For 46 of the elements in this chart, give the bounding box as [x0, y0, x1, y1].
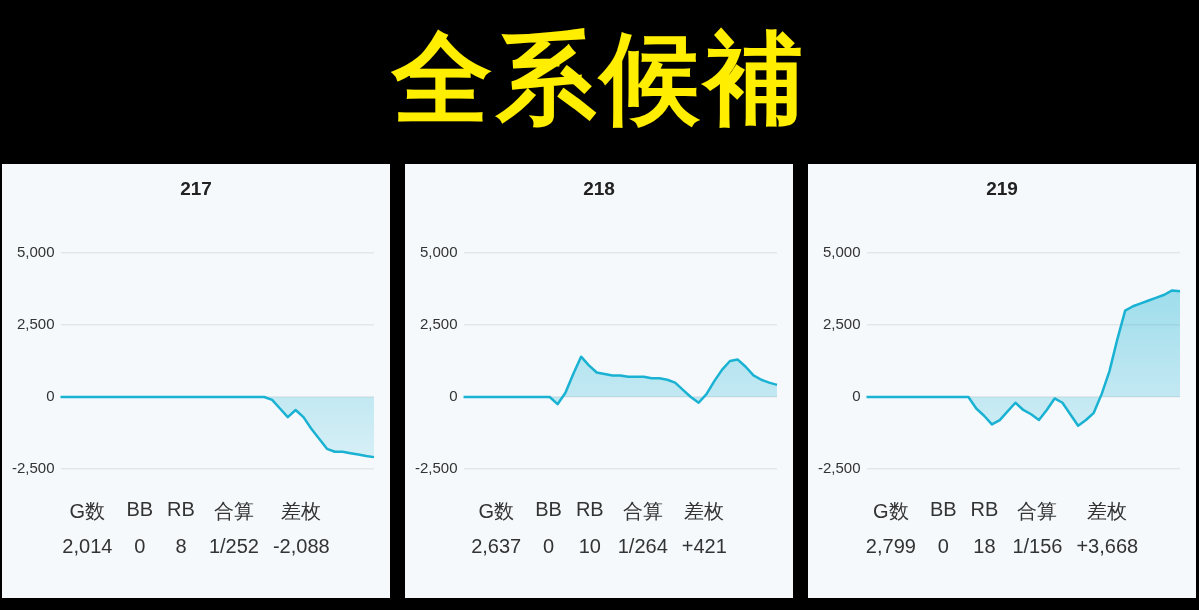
chart-title: 218	[582, 178, 616, 200]
text: 合算	[1016, 499, 1059, 524]
text: 0	[542, 535, 556, 558]
text: G数	[477, 499, 515, 524]
text: +3,668	[1076, 535, 1139, 558]
text: 2,799	[865, 535, 916, 558]
text: RB	[970, 498, 999, 522]
text: 8	[174, 535, 188, 558]
text: 2,014	[62, 535, 113, 558]
text: BB	[126, 498, 154, 522]
y-tick-label: 2,500	[822, 315, 861, 333]
text: G数	[872, 499, 910, 524]
text: BB	[535, 498, 562, 522]
text: 差枚	[683, 499, 726, 524]
text: 10	[577, 535, 602, 558]
text: 0	[936, 535, 950, 558]
text: 差枚	[280, 499, 323, 524]
text: 合算	[212, 499, 255, 524]
text: 1/264	[617, 535, 668, 558]
text: RB	[167, 498, 195, 522]
chart-title: 219	[985, 178, 1019, 200]
text: 18	[972, 535, 997, 558]
text: 合算	[621, 499, 664, 524]
y-tick-label: 5,000	[16, 243, 55, 261]
text: 2,637	[471, 535, 522, 558]
text: 1/252	[208, 535, 259, 558]
text: 全系候補	[391, 18, 808, 139]
text: BB	[929, 498, 957, 522]
y-tick-label: -2,500	[11, 459, 55, 477]
chart-title: 217	[179, 178, 213, 200]
text: -2,088	[272, 535, 330, 558]
text: 1/156	[1012, 535, 1063, 558]
text: 0	[133, 535, 147, 558]
y-tick-label: 2,500	[16, 315, 55, 333]
text: G数	[68, 499, 107, 524]
y-tick-label: 0	[852, 387, 861, 405]
y-tick-label: 5,000	[419, 243, 458, 261]
text: +421	[681, 535, 727, 558]
y-tick-label: -2,500	[817, 459, 861, 477]
y-tick-label: 5,000	[822, 243, 861, 261]
y-tick-label: 0	[46, 387, 55, 405]
y-tick-label: -2,500	[414, 459, 458, 477]
y-tick-label: 2,500	[419, 315, 458, 333]
text: RB	[575, 498, 604, 522]
y-tick-label: 0	[449, 387, 458, 405]
text: 差枚	[1086, 499, 1129, 524]
